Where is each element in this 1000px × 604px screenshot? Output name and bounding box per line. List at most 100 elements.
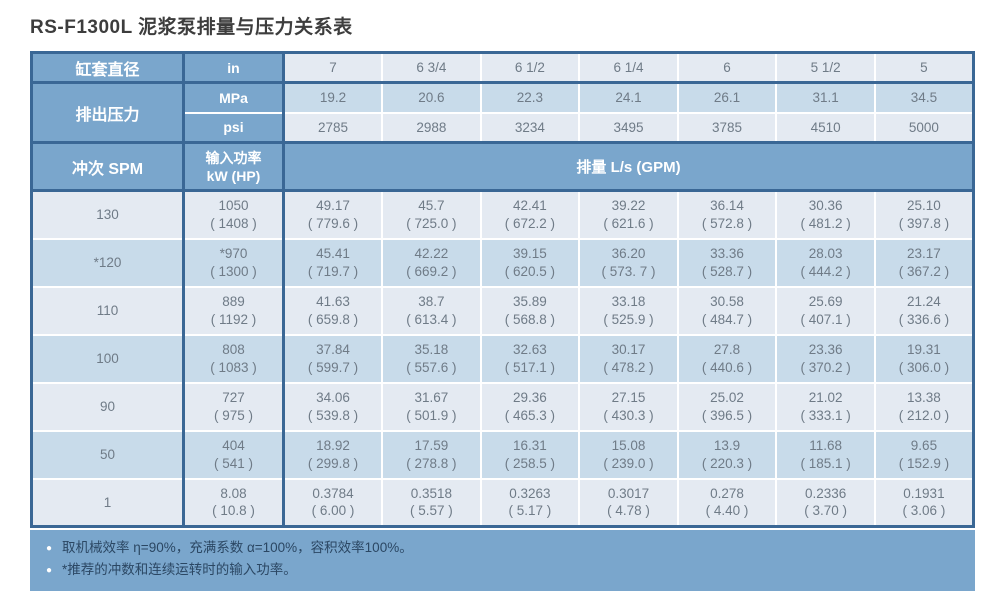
liner-size-cell: 6 1/4: [578, 51, 679, 84]
table-row: 110 889( 1192 ) 41.63( 659.8 ) 38.7( 613.4 …: [30, 285, 975, 336]
flow-cell: 31.67( 501.9 ): [381, 381, 482, 432]
spm-cell: 130: [30, 189, 185, 240]
input-power-header-line1: 输入功率: [205, 149, 262, 166]
pressure-psi-cell: 2785: [282, 111, 384, 144]
table-row: 130 1050( 1408 ) 49.17( 779.6 ) 45.7( 725.0…: [30, 189, 975, 240]
spm-cell: 100: [30, 333, 185, 384]
flow-cell: 45.7( 725.0 ): [381, 189, 482, 240]
pressure-psi-cell: 2988: [381, 111, 482, 144]
flow-cell: 16.31( 258.5 ): [479, 429, 581, 480]
page: RS-F1300L 泥浆泵排量与压力关系表 缸套直径 in 7 6 3/4 6 …: [30, 17, 975, 591]
liner-size-cell: 7: [282, 51, 384, 84]
discharge-pressure-label: 排出压力: [30, 81, 185, 144]
pressure-mpa-cell: 34.5: [873, 81, 975, 114]
flow-cell: 28.03( 444.2 ): [775, 237, 876, 288]
flow-cell: 0.3017( 4.78 ): [578, 477, 679, 528]
pressure-mpa-cell: 22.3: [479, 81, 581, 114]
flow-cell: 0.2336( 3.70 ): [775, 477, 876, 528]
flow-cell: 37.84( 599.7 ): [282, 333, 384, 384]
bullet-icon: ●: [46, 543, 53, 554]
flow-cell: 0.278( 4.40 ): [676, 477, 778, 528]
spm-cell: 50: [30, 429, 185, 480]
pressure-mpa-cell: 31.1: [775, 81, 876, 114]
flow-cell: 13.9( 220.3 ): [676, 429, 778, 480]
liner-size-cell: 5: [873, 51, 975, 84]
table-row: 90 727( 975 ) 34.06( 539.8 ) 31.67( 501.9 )…: [30, 381, 975, 432]
flow-cell: 34.06( 539.8 ): [282, 381, 384, 432]
flow-cell: 25.69( 407.1 ): [775, 285, 876, 336]
flow-cell: 41.63( 659.8 ): [282, 285, 384, 336]
flow-cell: 17.59( 278.8 ): [381, 429, 482, 480]
pressure-mpa-cell: 20.6: [381, 81, 482, 114]
mpa-unit-label: MPa: [182, 81, 285, 114]
pump-spec-table: 缸套直径 in 7 6 3/4 6 1/2 6 1/4 6 5 1/2 5 排出…: [30, 51, 975, 528]
flow-cell: 11.68( 185.1 ): [775, 429, 876, 480]
flow-cell: 30.58( 484.7 ): [676, 285, 778, 336]
power-cell: 1050( 1408 ): [182, 189, 285, 240]
notes-panel: ● 取机械效率 η=90%，充满系数 α=100%，容积效率100%。 ● *推荐的…: [30, 530, 975, 591]
liner-size-cell: 5 1/2: [775, 51, 876, 84]
power-cell: 727( 975 ): [182, 381, 285, 432]
flow-cell: 25.02( 396.5 ): [676, 381, 778, 432]
flow-cell: 0.3784( 6.00 ): [282, 477, 384, 528]
flow-cell: 23.17( 367.2 ): [873, 237, 975, 288]
spm-cell: *120: [30, 237, 185, 288]
flow-cell: 13.38( 212.0 ): [873, 381, 975, 432]
pressure-psi-cell: 3495: [578, 111, 679, 144]
pressure-mpa-cell: 24.1: [578, 81, 679, 114]
flow-cell: 9.65( 152.9 ): [873, 429, 975, 480]
note-line-efficiency: ● 取机械效率 η=90%，充满系数 α=100%，容积效率100%。: [44, 538, 961, 560]
flow-cell: 49.17( 779.6 ): [282, 189, 384, 240]
liner-diameter-row: 缸套直径 in 7 6 3/4 6 1/2 6 1/4 6 5 1/2 5: [30, 51, 975, 84]
pressure-psi-cell: 3785: [676, 111, 778, 144]
flow-cell: 35.18( 557.6 ): [381, 333, 482, 384]
pressure-psi-row: psi 2785 2988 3234 3495 3785 4510 5000: [32, 111, 975, 144]
note-text: *推荐的冲数和连续运转时的输入功率。: [62, 562, 297, 577]
psi-unit-label: psi: [182, 111, 285, 144]
input-power-header-line2: kW (HP): [206, 167, 261, 184]
liner-size-cell: 6 3/4: [381, 51, 482, 84]
pressure-psi-cell: 5000: [873, 111, 975, 144]
power-cell: *970( 1300 ): [182, 237, 285, 288]
pressure-psi-cell: 4510: [775, 111, 876, 144]
note-text: 取机械效率 η=90%，充满系数 α=100%，容积效率100%。: [62, 540, 413, 555]
flow-cell: 33.18( 525.9 ): [578, 285, 679, 336]
flow-cell: 42.22( 669.2 ): [381, 237, 482, 288]
pressure-psi-cell: 3234: [479, 111, 581, 144]
flow-cell: 0.3518( 5.57 ): [381, 477, 482, 528]
page-title: RS-F1300L 泥浆泵排量与压力关系表: [30, 17, 353, 38]
column-header-row: 冲次 SPM 输入功率 kW (HP) 排量 L/s (GPM): [30, 141, 975, 192]
flow-rate-header-label: 排量 L/s (GPM): [282, 141, 975, 192]
flow-cell: 23.36( 370.2 ): [775, 333, 876, 384]
flow-cell: 30.17( 478.2 ): [578, 333, 679, 384]
flow-cell: 39.15( 620.5 ): [479, 237, 581, 288]
pressure-mpa-cell: 19.2: [282, 81, 384, 114]
flow-cell: 21.24( 336.6 ): [873, 285, 975, 336]
flow-cell: 42.41( 672.2 ): [479, 189, 581, 240]
flow-cell: 32.63( 517.1 ): [479, 333, 581, 384]
liner-size-cell: 6: [676, 51, 778, 84]
flow-cell: 29.36( 465.3 ): [479, 381, 581, 432]
spm-header-label: 冲次 SPM: [30, 141, 185, 192]
flow-cell: 19.31( 306.0 ): [873, 333, 975, 384]
bullet-icon: ●: [46, 565, 53, 576]
power-cell: 8.08( 10.8 ): [182, 477, 285, 528]
spm-cell: 90: [30, 381, 185, 432]
pressure-mpa-row: 排出压力 MPa 19.2 20.6 22.3 24.1 26.1 31.1 3…: [30, 81, 975, 144]
liner-diameter-label: 缸套直径: [30, 51, 185, 84]
note-line-recommended: ● *推荐的冲数和连续运转时的输入功率。: [44, 560, 961, 582]
flow-cell: 39.22( 621.6 ): [578, 189, 679, 240]
spm-cell: 1: [30, 477, 185, 528]
flow-cell: 0.1931( 3.06 ): [873, 477, 975, 528]
flow-cell: 30.36( 481.2 ): [775, 189, 876, 240]
input-power-header-label: 输入功率 kW (HP): [182, 141, 285, 192]
flow-cell: 35.89( 568.8 ): [479, 285, 581, 336]
flow-cell: 18.92( 299.8 ): [282, 429, 384, 480]
flow-cell: 21.02( 333.1 ): [775, 381, 876, 432]
liner-size-cell: 6 1/2: [479, 51, 581, 84]
pressure-mpa-cell: 26.1: [676, 81, 778, 114]
flow-cell: 27.8( 440.6 ): [676, 333, 778, 384]
power-cell: 404( 541 ): [182, 429, 285, 480]
table-body: 130 1050( 1408 ) 49.17( 779.6 ) 45.7( 725.0…: [30, 189, 975, 528]
table-row: 50 404( 541 ) 18.92( 299.8 ) 17.59( 278.8 )…: [30, 429, 975, 480]
